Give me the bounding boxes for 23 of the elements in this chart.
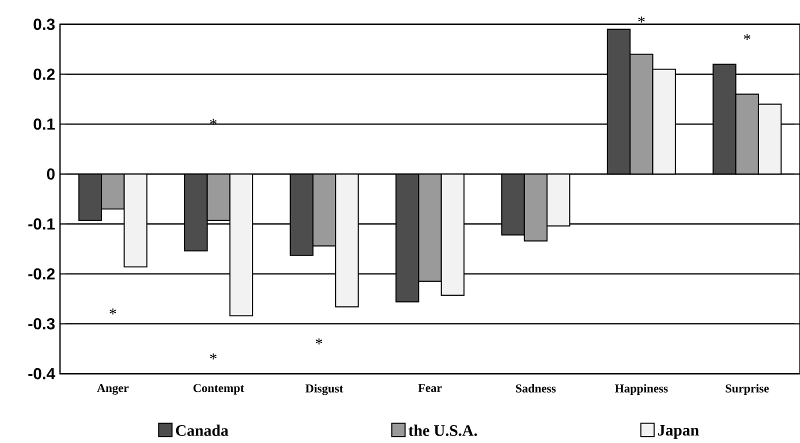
annotation: * [316, 338, 322, 344]
text: * [638, 16, 645, 22]
x-tick-label: Happiness [614, 384, 668, 395]
x-tick-label: Sadness [516, 384, 556, 393]
y-tick-label: 0.3 [34, 18, 55, 30]
legend-label: Japan [658, 424, 699, 439]
y-tick-label: 0.1 [34, 118, 55, 130]
annotation: * [110, 308, 116, 314]
x-tick-label: Surprise [726, 384, 769, 395]
y-tick-label: -0.4 [28, 368, 56, 380]
y-tick-label: -0.3 [28, 318, 55, 330]
x-tick-label: Contempt [193, 384, 244, 395]
y-tick-label: 0 [47, 168, 55, 180]
annotation: * [744, 34, 750, 40]
x-tick-label: Disgust [305, 384, 344, 396]
legend-label: Canada [176, 424, 228, 436]
x-tick-label: Fear [418, 384, 442, 392]
y-tick-label: -0.1 [28, 218, 55, 230]
annotation: * [210, 353, 217, 360]
y-tick-label: -0.2 [28, 268, 55, 280]
y-tick-label: 0.2 [34, 68, 55, 80]
x-tick-label: Anger [96, 384, 129, 395]
legend-label: the U.S.A. [408, 424, 477, 436]
